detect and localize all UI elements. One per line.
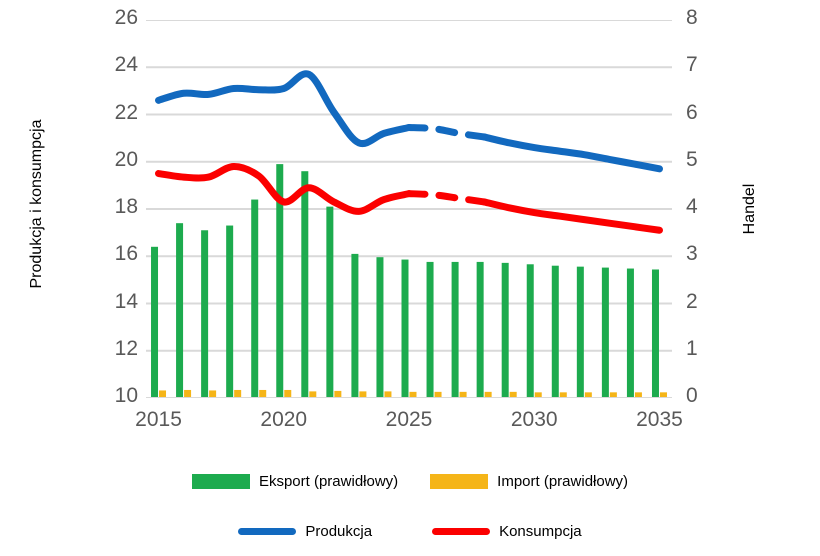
bar xyxy=(576,266,584,398)
bar xyxy=(584,392,592,398)
bar xyxy=(409,391,417,398)
bars-export-series xyxy=(151,164,659,398)
y-axis-right-tick: 4 xyxy=(686,195,698,218)
bar xyxy=(451,261,459,398)
y-axis-left-tick: 24 xyxy=(114,53,138,77)
bar xyxy=(501,262,509,398)
bar xyxy=(401,259,409,398)
legend-swatch-bar-icon xyxy=(430,474,489,489)
plot-area xyxy=(146,20,672,398)
bar xyxy=(376,257,384,398)
legend-row-lines: Produkcja Konsumpcja xyxy=(0,523,820,540)
bar xyxy=(159,390,167,398)
line-konsumpcja-series xyxy=(155,162,663,234)
x-axis-tick: 2035 xyxy=(636,408,683,431)
bar xyxy=(201,230,209,398)
bar xyxy=(659,392,667,398)
bar xyxy=(234,389,242,398)
legend-item[interactable]: Import (prawidłowy) xyxy=(430,473,628,490)
x-axis-tick: 2025 xyxy=(385,408,433,431)
bar xyxy=(559,392,567,398)
legend-item[interactable]: Produkcja xyxy=(238,523,372,540)
legend-swatch-line-icon xyxy=(432,528,491,535)
legend-item[interactable]: Konsumpcja xyxy=(432,523,582,540)
line-segment-actual xyxy=(480,133,663,173)
y-axis-left-tick: 22 xyxy=(114,100,138,124)
bar xyxy=(334,390,342,398)
legend-label: Konsumpcja xyxy=(499,523,582,540)
bar xyxy=(301,171,309,398)
y-axis-left-tick: 14 xyxy=(114,289,138,313)
bar xyxy=(151,246,159,398)
bar xyxy=(509,391,517,398)
line-segment-forecast xyxy=(405,123,488,141)
bar xyxy=(326,206,334,398)
bar xyxy=(534,392,542,398)
line-segment-forecast xyxy=(405,190,488,206)
y-axis-left-tick: 20 xyxy=(114,147,138,171)
line-segment-actual xyxy=(480,198,663,234)
bar xyxy=(184,389,192,398)
bar xyxy=(459,391,467,398)
y-axis-right-tick: 0 xyxy=(686,384,698,407)
legend-swatch-line-icon xyxy=(238,528,297,535)
line-produkcja-series xyxy=(155,70,663,173)
y-axis-left-tick: 18 xyxy=(114,195,138,218)
bar xyxy=(526,264,534,398)
y-axis-right-tick: 6 xyxy=(686,100,698,124)
y-axis-right-tick: 2 xyxy=(686,289,698,313)
bar xyxy=(259,389,267,398)
line-segment-actual xyxy=(155,162,413,215)
y-axis-left-tick: 16 xyxy=(114,242,138,266)
y-axis-left-tick: 12 xyxy=(114,336,138,360)
bar xyxy=(309,391,317,398)
bar xyxy=(476,261,484,398)
bar xyxy=(209,390,217,398)
legend-swatch-bar-icon xyxy=(191,474,250,489)
y-axis-left-title: Produkcja i konsumpcja xyxy=(28,119,45,289)
bar xyxy=(359,391,367,398)
x-axis-tick: 2030 xyxy=(510,408,558,431)
bar xyxy=(226,225,234,398)
bar xyxy=(634,392,642,398)
bar xyxy=(276,164,284,398)
bar xyxy=(384,391,392,398)
plot-svg xyxy=(146,20,672,398)
bar xyxy=(609,392,617,398)
bar xyxy=(551,265,559,398)
legend-label: Import (prawidłowy) xyxy=(497,473,629,490)
gridlines xyxy=(146,20,672,398)
y-axis-right-tick: 7 xyxy=(686,53,698,77)
legend-label: Produkcja xyxy=(305,523,373,540)
y-axis-right-tick: 3 xyxy=(686,242,698,266)
legend-row-bars: Eksport (prawidłowy) Import (prawidłowy) xyxy=(0,473,820,490)
y-axis-right-tick: 5 xyxy=(686,147,698,171)
line-segment-actual xyxy=(155,70,413,148)
y-axis-right-tick: 8 xyxy=(686,6,698,29)
bar xyxy=(484,391,492,398)
bar xyxy=(651,269,659,398)
bar xyxy=(601,267,609,398)
bar xyxy=(426,261,434,398)
bar xyxy=(626,268,634,398)
y-axis-left-tick: 10 xyxy=(114,384,138,407)
bar xyxy=(434,391,442,398)
legend-label: Eksport (prawidłowy) xyxy=(258,473,399,490)
x-axis-tick: 2015 xyxy=(135,408,182,431)
y-axis-left-tick: 26 xyxy=(114,6,138,29)
bar xyxy=(351,253,359,398)
x-axis-tick: 2020 xyxy=(260,408,308,431)
bar xyxy=(176,223,184,398)
y-axis-right-tick: 1 xyxy=(686,336,698,360)
bar xyxy=(284,389,292,398)
bars-import-series xyxy=(159,389,667,398)
legend-item[interactable]: Eksport (prawidłowy) xyxy=(191,473,399,490)
bar xyxy=(251,199,259,398)
